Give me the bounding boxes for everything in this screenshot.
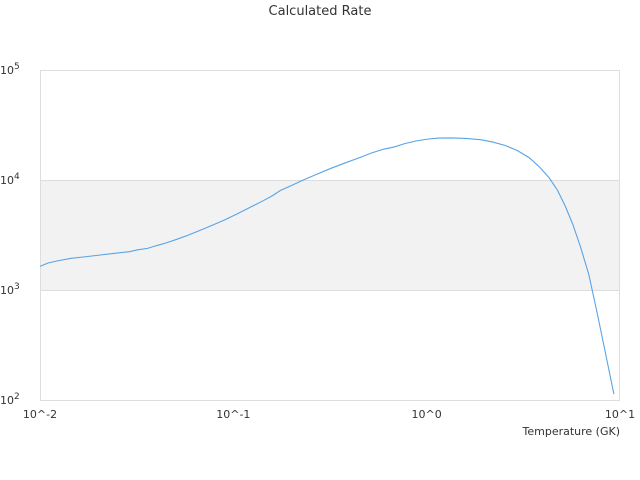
x-tick-label: 10^-2 (23, 408, 57, 421)
y-tick-label: 104 (0, 172, 20, 187)
y-band (40, 180, 620, 290)
series-line (39, 137, 615, 395)
y-tick-label: 105 (0, 62, 20, 77)
x-tick-label: 10^-1 (216, 408, 250, 421)
y-tick-label: 103 (0, 282, 20, 297)
x-tick-label: 10^0 (412, 408, 442, 421)
chart-title: Calculated Rate (268, 4, 372, 19)
y-tick-label: 102 (0, 392, 20, 407)
x-axis-title: Temperature (GK) (522, 425, 621, 438)
x-tick-label: 10^1 (605, 408, 635, 421)
